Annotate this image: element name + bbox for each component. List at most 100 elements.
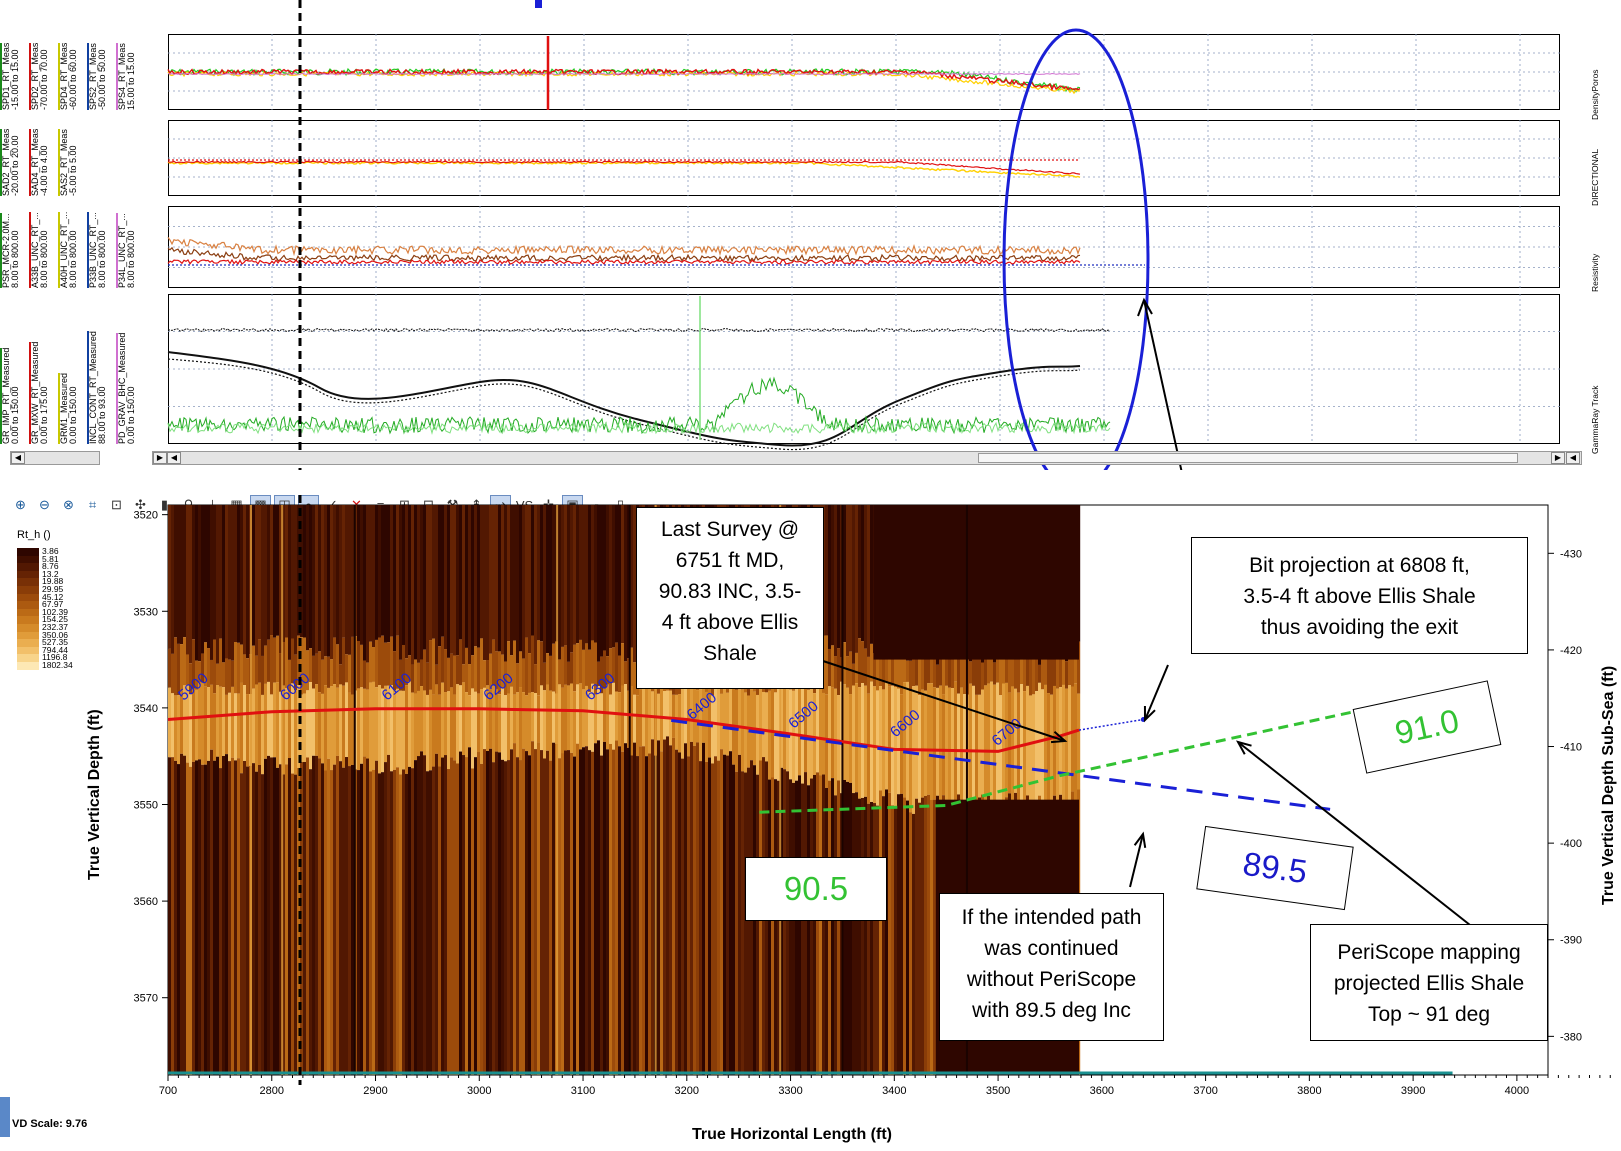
callout-line: was continued bbox=[984, 937, 1119, 960]
img-column bbox=[267, 639, 271, 682]
img-column bbox=[648, 753, 652, 1075]
p34l-curve bbox=[167, 236, 1081, 257]
img-column bbox=[264, 505, 268, 646]
scroll-thumb[interactable] bbox=[978, 453, 1518, 463]
img-column bbox=[489, 748, 493, 1075]
img-column bbox=[597, 740, 601, 1075]
img-column bbox=[804, 772, 808, 1075]
img-column bbox=[1008, 692, 1012, 794]
img-column bbox=[699, 761, 703, 1075]
img-column bbox=[627, 658, 631, 691]
img-column bbox=[597, 505, 601, 662]
scroll-end-left-button[interactable]: ◀ bbox=[1566, 452, 1580, 464]
img-column bbox=[441, 505, 445, 637]
img-column bbox=[456, 763, 460, 1075]
img-column bbox=[630, 686, 634, 756]
img-column bbox=[279, 691, 283, 765]
left-scrollbar[interactable]: ◀ bbox=[10, 451, 100, 465]
zoom-box-icon[interactable]: ⌗ bbox=[88, 497, 97, 512]
img-column bbox=[657, 740, 661, 1075]
img-column bbox=[339, 505, 343, 665]
img-column bbox=[264, 758, 268, 1075]
img-column bbox=[876, 657, 880, 691]
legend-entry: 5.81 bbox=[17, 555, 73, 564]
img-column bbox=[471, 505, 475, 656]
img-column bbox=[528, 692, 532, 756]
img-column bbox=[360, 687, 364, 764]
zoom-select-icon[interactable]: ⊡ bbox=[111, 497, 122, 512]
img-column bbox=[471, 768, 475, 1075]
color-bar-icon[interactable]: ▮ bbox=[160, 497, 169, 512]
img-column bbox=[435, 505, 439, 665]
img-column bbox=[888, 686, 892, 793]
img-column bbox=[456, 505, 460, 656]
img-column bbox=[921, 797, 925, 1075]
img-column bbox=[198, 682, 202, 760]
img-column bbox=[246, 766, 250, 1075]
img-column bbox=[390, 685, 394, 772]
img-column bbox=[234, 760, 238, 1075]
img-column bbox=[423, 755, 427, 1075]
img-column bbox=[918, 649, 922, 696]
log-curves-svg bbox=[167, 0, 1560, 470]
img-column bbox=[630, 755, 634, 1075]
img-column bbox=[594, 642, 598, 695]
img-column bbox=[732, 764, 736, 1075]
img-column bbox=[246, 505, 250, 659]
img-column bbox=[552, 505, 556, 644]
img-column bbox=[204, 686, 208, 765]
img-column bbox=[324, 770, 328, 1075]
img-column bbox=[279, 764, 283, 1075]
img-column bbox=[909, 660, 913, 691]
callout-line: projected Ellis Shale bbox=[1333, 972, 1525, 995]
img-column bbox=[975, 644, 979, 695]
img-column bbox=[393, 651, 397, 691]
scroll-left-button-2[interactable]: ◀ bbox=[167, 452, 181, 464]
scroll-left-button[interactable]: ◀ bbox=[11, 452, 25, 464]
img-column bbox=[363, 756, 367, 1075]
main-scrollbar[interactable]: ▶ ◀ ▶ ◀ bbox=[152, 451, 1582, 465]
img-column bbox=[843, 779, 847, 1075]
x-tick-label: 3600 bbox=[1090, 1085, 1114, 1097]
img-column bbox=[573, 756, 577, 1075]
img-column bbox=[432, 766, 436, 1075]
x-tick-label: 3100 bbox=[571, 1085, 595, 1097]
x-tick-label: 2900 bbox=[363, 1085, 387, 1097]
img-column bbox=[507, 641, 511, 694]
zoom-in-icon[interactable]: ⊕ bbox=[15, 497, 26, 512]
img-column bbox=[414, 693, 418, 761]
img-column bbox=[615, 505, 619, 643]
img-column bbox=[1029, 653, 1033, 696]
bit-projection-line bbox=[1078, 718, 1144, 731]
img-column bbox=[570, 683, 574, 753]
img-column bbox=[330, 659, 334, 687]
img-column bbox=[825, 505, 829, 636]
img-column bbox=[600, 693, 604, 756]
legend-swatch bbox=[17, 661, 39, 670]
img-column bbox=[861, 641, 865, 684]
zoom-fit-icon[interactable]: ⊗ bbox=[63, 497, 74, 512]
scroll-right-button[interactable]: ▶ bbox=[153, 452, 167, 464]
img-column bbox=[291, 505, 295, 639]
img-column bbox=[279, 653, 283, 692]
img-column bbox=[543, 758, 547, 1075]
img-column bbox=[501, 654, 505, 688]
img-column bbox=[285, 687, 289, 765]
img-column bbox=[390, 505, 394, 637]
x-tick-label: 2800 bbox=[260, 1085, 284, 1097]
side-tab[interactable] bbox=[0, 1097, 10, 1137]
img-column bbox=[453, 760, 457, 1075]
img-column bbox=[756, 694, 760, 775]
grid-icon[interactable]: ✣ bbox=[135, 497, 146, 512]
img-column bbox=[387, 754, 391, 1075]
last-survey-callout: Last Survey @ 6751 ft MD, 90.83 INC, 3.5- 4… bbox=[636, 507, 824, 689]
img-column bbox=[267, 681, 271, 756]
img-column bbox=[441, 636, 445, 683]
img-column bbox=[273, 682, 277, 758]
scroll-end-right-button[interactable]: ▶ bbox=[1551, 452, 1565, 464]
img-column bbox=[381, 635, 385, 689]
zoom-out-icon[interactable]: ⊖ bbox=[39, 497, 50, 512]
img-column bbox=[609, 505, 613, 649]
img-column bbox=[558, 505, 562, 660]
img-column bbox=[531, 505, 535, 636]
